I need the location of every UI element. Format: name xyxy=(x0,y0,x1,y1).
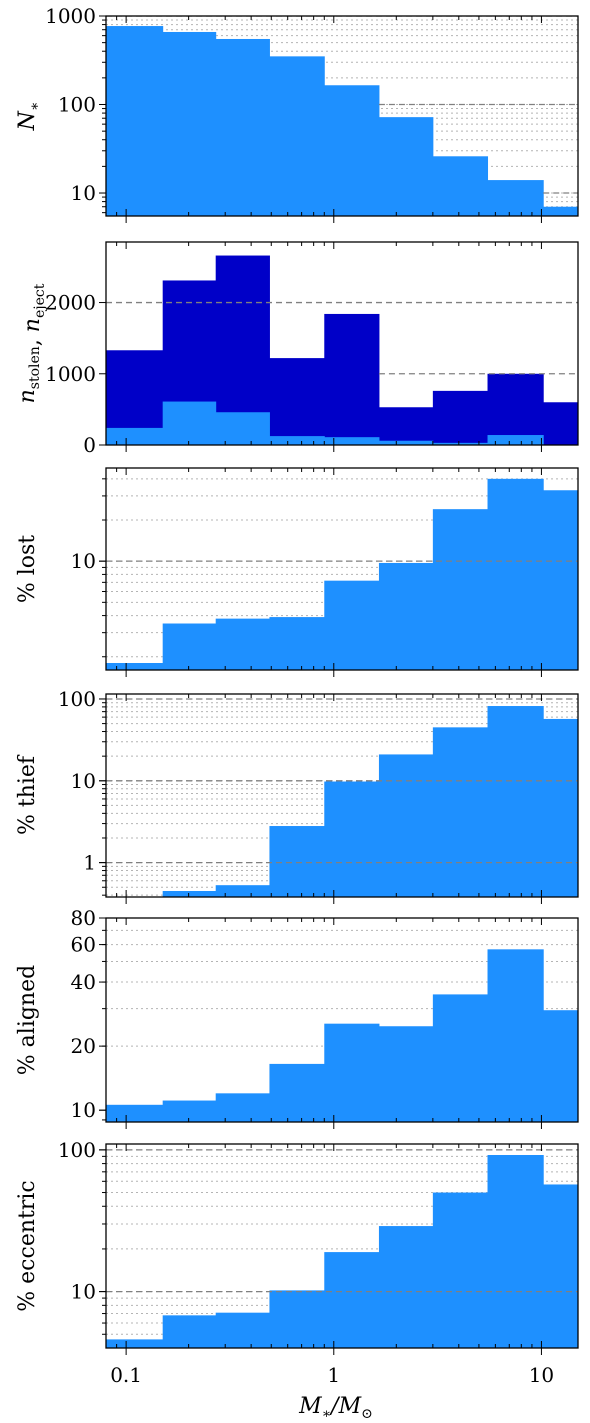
bar-s1-b9 xyxy=(543,1010,578,1122)
bar-s1-b1 xyxy=(106,1104,164,1122)
bar-s2-b3 xyxy=(215,412,270,445)
bar-s2-b4 xyxy=(269,436,325,445)
panel-5: 10 20 40 60 80 % aligned xyxy=(15,906,579,1129)
y-axis-label: % lost xyxy=(15,535,40,603)
y-axis-label: % eccentric xyxy=(15,1180,40,1311)
bar-s2-b7 xyxy=(432,442,489,445)
bar-s1-b1 xyxy=(106,1339,164,1348)
bar-s1-b7 xyxy=(432,994,489,1122)
bar-s1-b1 xyxy=(106,663,164,670)
x-axis-label: M∗/M⊙ xyxy=(298,1394,373,1422)
y-tick-label: 100 xyxy=(58,687,96,711)
y-axis-label: nstolen, neject xyxy=(15,283,48,403)
y-tick-label: 1000 xyxy=(45,362,96,386)
panel-6: 10 100 % eccentric xyxy=(15,1138,579,1355)
y-axis-label: % aligned xyxy=(15,965,40,1075)
bar-s1-b4 xyxy=(269,358,325,445)
bar-s1-b9 xyxy=(543,1184,578,1348)
y-tick-label: 40 xyxy=(71,970,96,994)
bar-s1-b8 xyxy=(487,180,544,216)
bar-s1-b9 xyxy=(543,490,578,670)
bar-s1-b7 xyxy=(432,390,489,445)
panel-1: 10 100 1000 N∗ xyxy=(15,4,579,223)
y-tick-label: 2000 xyxy=(45,291,96,315)
bar-s1-b2 xyxy=(162,623,217,670)
bar-s2-b5 xyxy=(324,437,380,445)
bar-s1-b9 xyxy=(543,206,578,216)
bar-s1-b6 xyxy=(378,1026,434,1122)
y-tick-label: 10 xyxy=(71,769,96,793)
bar-s1-b5 xyxy=(324,85,380,216)
axes-frame xyxy=(105,693,579,898)
axes-frame xyxy=(105,1143,579,1349)
bar-s2-b8 xyxy=(487,435,544,445)
y-tick-label: 100 xyxy=(58,93,96,117)
bar-s1-b7 xyxy=(432,1192,489,1348)
bar-s1-b2 xyxy=(162,1315,217,1348)
bar-s1-b6 xyxy=(378,562,434,670)
y-tick-label: 60 xyxy=(71,933,96,957)
y-tick-label: 20 xyxy=(71,1034,96,1058)
y-tick-label: 1000 xyxy=(45,4,96,28)
bar-s1-b4 xyxy=(269,617,325,670)
bar-s1-b3 xyxy=(215,38,270,216)
bar-s1-b8 xyxy=(487,373,544,445)
bar-s1-b5 xyxy=(324,580,380,670)
bar-s1-b2 xyxy=(162,31,217,216)
bar-s1-b2 xyxy=(162,890,217,897)
bar-s2-b2 xyxy=(162,401,217,445)
x-tick-label: 0.1 xyxy=(110,1363,142,1387)
axes-frame xyxy=(105,467,579,671)
bar-s1-b4 xyxy=(269,1063,325,1122)
bar-s1-b6 xyxy=(378,407,434,445)
bar-s1-b8 xyxy=(487,478,544,670)
bar-s1-b6 xyxy=(378,1226,434,1348)
y-tick-label: 10 xyxy=(71,1098,96,1122)
axes-frame xyxy=(105,15,579,217)
y-axis-label: % thief xyxy=(15,754,40,835)
bar-s1-b6 xyxy=(378,117,434,216)
bar-s1-b6 xyxy=(378,754,434,897)
bar-s1-b8 xyxy=(487,1154,544,1348)
bar-s1-b5 xyxy=(324,1252,380,1348)
bar-s1-b1 xyxy=(106,26,164,216)
bar-s1-b5 xyxy=(324,1023,380,1122)
bar-s2-b1 xyxy=(106,427,164,445)
panel-3: 10 % lost xyxy=(15,467,579,677)
bar-s1-b8 xyxy=(487,949,544,1122)
x-tick-label: 10 xyxy=(529,1363,554,1387)
bar-s1-b3 xyxy=(215,1312,270,1348)
panel-4: 1 10 100 % thief xyxy=(15,687,579,904)
y-tick-label: 10 xyxy=(71,181,96,205)
bar-s2-b6 xyxy=(378,440,434,445)
y-tick-label: 80 xyxy=(71,906,96,930)
bar-s1-b7 xyxy=(432,509,489,670)
bar-s1-b4 xyxy=(269,1290,325,1348)
bar-s1-b7 xyxy=(432,727,489,897)
bar-s1-b5 xyxy=(324,781,380,897)
bar-s1-b8 xyxy=(487,706,544,897)
x-tick-label: 1 xyxy=(327,1363,340,1387)
axes-frame xyxy=(105,241,579,446)
bar-s1-b7 xyxy=(432,156,489,216)
bar-s1-b3 xyxy=(215,885,270,897)
y-tick-label: 1 xyxy=(83,851,96,875)
bar-s1-b5 xyxy=(324,313,380,445)
y-tick-label: 0 xyxy=(83,433,96,457)
bar-s1-b9 xyxy=(543,718,578,897)
axes-frame xyxy=(105,917,579,1123)
bar-s1-b9 xyxy=(543,402,578,445)
y-axis-label: N∗ xyxy=(15,102,43,132)
y-tick-label: 100 xyxy=(58,1138,96,1162)
bar-s1-b2 xyxy=(162,1100,217,1122)
bar-s1-b3 xyxy=(215,618,270,670)
bar-s1-b4 xyxy=(269,56,325,216)
bar-s1-b3 xyxy=(215,1093,270,1122)
y-tick-label: 10 xyxy=(71,1280,96,1304)
y-tick-label: 10 xyxy=(71,549,96,573)
bar-s1-b4 xyxy=(269,826,325,897)
